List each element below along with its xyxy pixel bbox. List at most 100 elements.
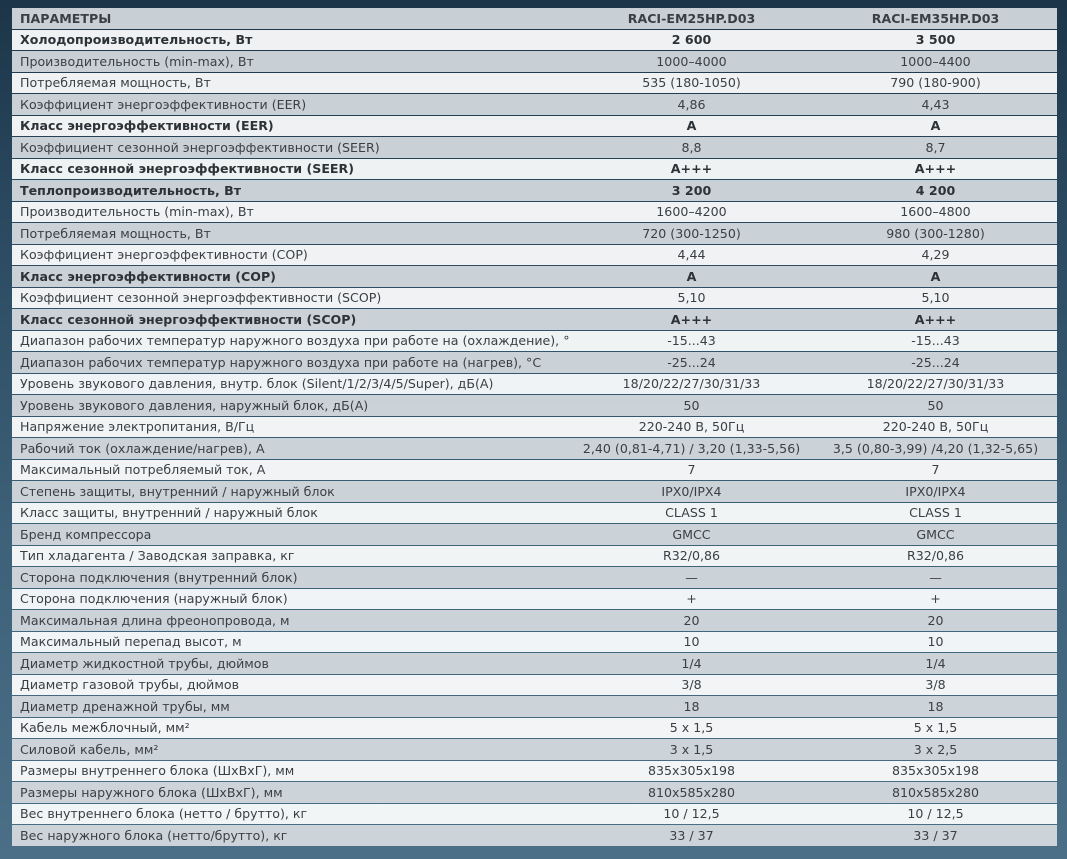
row-value-model-2: 5,10 (814, 287, 1057, 308)
row-value-model-1: IPX0/IPX4 (569, 481, 814, 502)
row-label: Вес внутреннего блока (нетто / брутто), … (12, 803, 569, 824)
row-value-model-1: 8,8 (569, 137, 814, 158)
row-value-model-1: 4,44 (569, 244, 814, 265)
row-value-model-1: 33 / 37 (569, 825, 814, 846)
row-value-model-1: 18/20/22/27/30/31/33 (569, 373, 814, 394)
header-model-1: RACI-EM25HP.D03 (569, 8, 814, 29)
table-row: Класс сезонной энергоэффективности (SEER… (12, 158, 1057, 179)
row-label: Коэффициент сезонной энергоэффективности… (12, 287, 569, 308)
row-value-model-1: 20 (569, 610, 814, 631)
row-value-model-1: 835x305x198 (569, 760, 814, 781)
row-label: Рабочий ток (охлаждение/нагрев), А (12, 438, 569, 459)
table-row: Уровень звукового давления, внутр. блок … (12, 373, 1057, 394)
table-row: Диаметр жидкостной трубы, дюймов 1/4 1/4 (12, 653, 1057, 674)
table-row: Коэффициент энергоэффективности (EER) 4,8… (12, 94, 1057, 115)
row-value-model-1: 535 (180-1050) (569, 72, 814, 93)
table-row: Диапазон рабочих температур наружного во… (12, 330, 1057, 351)
row-value-model-2: 10 / 12,5 (814, 803, 1057, 824)
table-row: Силовой кабель, мм² 3 х 1,5 3 х 2,5 (12, 739, 1057, 760)
row-value-model-2: 790 (180-900) (814, 72, 1057, 93)
table-row: Диаметр газовой трубы, дюймов 3/8 3/8 (12, 674, 1057, 695)
row-value-model-1: 1600–4200 (569, 201, 814, 222)
row-value-model-2: 810x585x280 (814, 782, 1057, 803)
table-row: Коэффициент энергоэффективности (COP) 4,4… (12, 244, 1057, 265)
row-label: Силовой кабель, мм² (12, 739, 569, 760)
row-value-model-2: 18/20/22/27/30/31/33 (814, 373, 1057, 394)
row-value-model-1: 2,40 (0,81-4,71) / 3,20 (1,33-5,56) (569, 438, 814, 459)
row-value-model-2: 980 (300-1280) (814, 223, 1057, 244)
row-label: Теплопроизводительность, Вт (12, 180, 569, 201)
table-row: Коэффициент сезонной энергоэффективности… (12, 137, 1057, 158)
row-value-model-2: GMCC (814, 524, 1057, 545)
row-label: Класс сезонной энергоэффективности (SCOP… (12, 309, 569, 330)
row-label: Коэффициент энергоэффективности (EER) (12, 94, 569, 115)
row-label: Класс сезонной энергоэффективности (SEER… (12, 158, 569, 179)
table-row: Холодопроизводительность, Вт 2 600 3 500 (12, 29, 1057, 50)
row-label: Сторона подключения (внутренний блок) (12, 567, 569, 588)
row-value-model-2: A (814, 266, 1057, 287)
table-row: Тип хладагента / Заводская заправка, кг R… (12, 545, 1057, 566)
row-value-model-1: 7 (569, 459, 814, 480)
row-value-model-1: 1000–4000 (569, 51, 814, 72)
row-value-model-1: 50 (569, 395, 814, 416)
table-body: Холодопроизводительность, Вт 2 600 3 500 Пр… (12, 29, 1057, 846)
table-row: Коэффициент сезонной энергоэффективности… (12, 287, 1057, 308)
row-label: Максимальная длина фреонопровода, м (12, 610, 569, 631)
row-value-model-2: 5 х 1,5 (814, 717, 1057, 738)
table-row: Класс сезонной энергоэффективности (SCOP… (12, 309, 1057, 330)
row-value-model-2: 1600–4800 (814, 201, 1057, 222)
row-label: Производительность (min-max), Вт (12, 51, 569, 72)
row-label: Потребляемая мощность, Вт (12, 223, 569, 244)
header-model-2: RACI-EM35HP.D03 (814, 8, 1057, 29)
row-label: Тип хладагента / Заводская заправка, кг (12, 545, 569, 566)
row-label: Кабель межблочный, мм² (12, 717, 569, 738)
row-value-model-2: 3,5 (0,80-3,99) /4,20 (1,32-5,65) (814, 438, 1057, 459)
specs-table-container: ПАРАМЕТРЫ RACI-EM25HP.D03 RACI-EM35HP.D0… (12, 7, 1057, 847)
row-label: Класс энергоэффективности (EER) (12, 115, 569, 136)
table-row: Класс защиты, внутренний / наружный блок… (12, 502, 1057, 523)
row-value-model-2: 4,29 (814, 244, 1057, 265)
row-value-model-2: 7 (814, 459, 1057, 480)
table-row: Вес внутреннего блока (нетто / брутто), … (12, 803, 1057, 824)
row-value-model-1: 1/4 (569, 653, 814, 674)
row-value-model-2: 3 х 2,5 (814, 739, 1057, 760)
row-value-model-2: 10 (814, 631, 1057, 652)
table-row: Кабель межблочный, мм² 5 х 1,5 5 х 1,5 (12, 717, 1057, 738)
row-value-model-2: R32/0,86 (814, 545, 1057, 566)
row-value-model-1: R32/0,86 (569, 545, 814, 566)
table-row: Рабочий ток (охлаждение/нагрев), А 2,40 (… (12, 438, 1057, 459)
row-value-model-2: A+++ (814, 158, 1057, 179)
table-row: Теплопроизводительность, Вт 3 200 4 200 (12, 180, 1057, 201)
table-row: Диапазон рабочих температур наружного во… (12, 352, 1057, 373)
row-value-model-2: 1/4 (814, 653, 1057, 674)
row-value-model-1: 4,86 (569, 94, 814, 115)
row-label: Размеры наружного блока (ШхВхГ), мм (12, 782, 569, 803)
table-row: Напряжение электропитания, В/Гц 220-240 В… (12, 416, 1057, 437)
row-value-model-2: 3 500 (814, 29, 1057, 50)
row-value-model-2: 18 (814, 696, 1057, 717)
row-value-model-1: 220-240 В, 50Гц (569, 416, 814, 437)
table-row: Сторона подключения (наружный блок) + + (12, 588, 1057, 609)
row-value-model-1: 5,10 (569, 287, 814, 308)
row-value-model-2: 33 / 37 (814, 825, 1057, 846)
row-label: Диапазон рабочих температур наружного во… (12, 352, 569, 373)
row-value-model-2: 4,43 (814, 94, 1057, 115)
table-row: Размеры внутреннего блока (ШхВхГ), мм 835… (12, 760, 1057, 781)
specs-table: ПАРАМЕТРЫ RACI-EM25HP.D03 RACI-EM35HP.D0… (12, 7, 1057, 847)
row-label: Коэффициент сезонной энергоэффективности… (12, 137, 569, 158)
row-label: Максимальный перепад высот, м (12, 631, 569, 652)
row-value-model-1: 3 200 (569, 180, 814, 201)
row-value-model-1: 18 (569, 696, 814, 717)
row-label: Сторона подключения (наружный блок) (12, 588, 569, 609)
row-value-model-2: CLASS 1 (814, 502, 1057, 523)
table-row: Максимальный перепад высот, м 10 10 (12, 631, 1057, 652)
table-row: Максимальная длина фреонопровода, м 20 20 (12, 610, 1057, 631)
table-row: Бренд компрессора GMCC GMCC (12, 524, 1057, 545)
row-value-model-1: 10 / 12,5 (569, 803, 814, 824)
table-row: Класс энергоэффективности (EER) A A (12, 115, 1057, 136)
row-value-model-1: A+++ (569, 158, 814, 179)
row-value-model-2: -25...24 (814, 352, 1057, 373)
table-row: Сторона подключения (внутренний блок) — — (12, 567, 1057, 588)
row-value-model-1: 10 (569, 631, 814, 652)
